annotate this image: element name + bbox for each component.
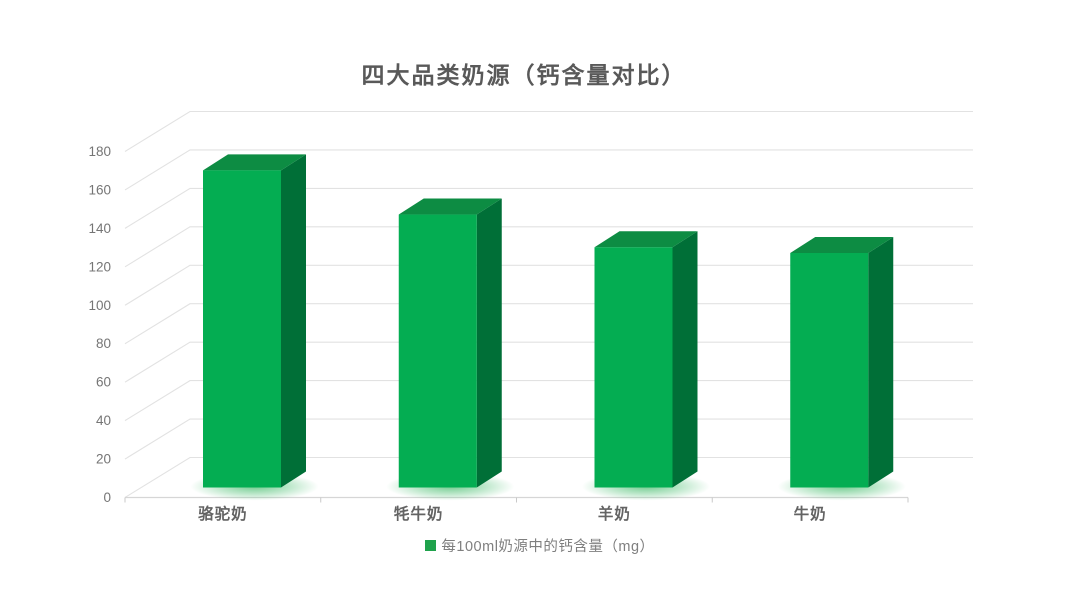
gridline [124, 341, 973, 383]
gridline [124, 418, 973, 460]
legend-label: 每100ml奶源中的钙含量（mg） [441, 539, 655, 555]
gridline [124, 264, 973, 306]
legend-swatch-icon [425, 540, 437, 551]
gridline [124, 149, 973, 191]
gridline [124, 110, 973, 152]
bar-side-face [281, 154, 306, 488]
bar-top-face [398, 198, 502, 215]
bar-top-face [790, 236, 894, 253]
bar-side-face [672, 231, 698, 488]
y-axis-tick-label: 40 [96, 413, 111, 428]
y-axis-tick-label: 140 [88, 221, 111, 236]
gridline [124, 187, 973, 229]
bar-3-羊奶 [582, 231, 710, 501]
y-axis-tick-label: 120 [88, 259, 111, 274]
bar-2-牦牛奶 [386, 198, 515, 501]
y-axis-tick-label: 100 [88, 298, 111, 313]
gridline [124, 303, 973, 345]
y-axis-labels: 0 20 40 60 80 100 120 140 160 180 [88, 144, 111, 505]
gridline [124, 456, 973, 498]
x-axis-category-label: 骆驼奶 [198, 504, 248, 523]
gridline [124, 226, 973, 268]
bar-front-face [398, 214, 477, 488]
bar-1-骆驼奶 [190, 154, 319, 501]
bar-side-face [476, 198, 502, 488]
y-axis-tick-label: 160 [88, 182, 111, 197]
bar-front-face [594, 247, 673, 488]
x-axis-category-label: 牛奶 [794, 504, 827, 523]
y-axis-tick-label: 180 [88, 144, 111, 159]
gridlines [124, 110, 973, 498]
bar-4-牛奶 [777, 236, 906, 501]
chart-title: 四大品类奶源（钙含量对比） [361, 62, 687, 88]
y-axis-tick-label: 0 [103, 490, 111, 505]
y-axis-tick-label: 20 [96, 452, 111, 467]
y-axis-tick-label: 60 [96, 375, 111, 390]
bar-front-face [203, 170, 281, 488]
bar-side-face [868, 236, 894, 488]
bar-front-face [790, 252, 869, 488]
bar-top-face [203, 154, 306, 171]
bar-top-face [594, 231, 698, 248]
y-axis-tick-label: 80 [96, 336, 111, 351]
x-axis-category-label: 羊奶 [598, 504, 631, 523]
x-axis-category-label: 牦牛奶 [394, 504, 444, 523]
legend: 每100ml奶源中的钙含量（mg） [0, 535, 1080, 556]
gridline [124, 380, 973, 422]
